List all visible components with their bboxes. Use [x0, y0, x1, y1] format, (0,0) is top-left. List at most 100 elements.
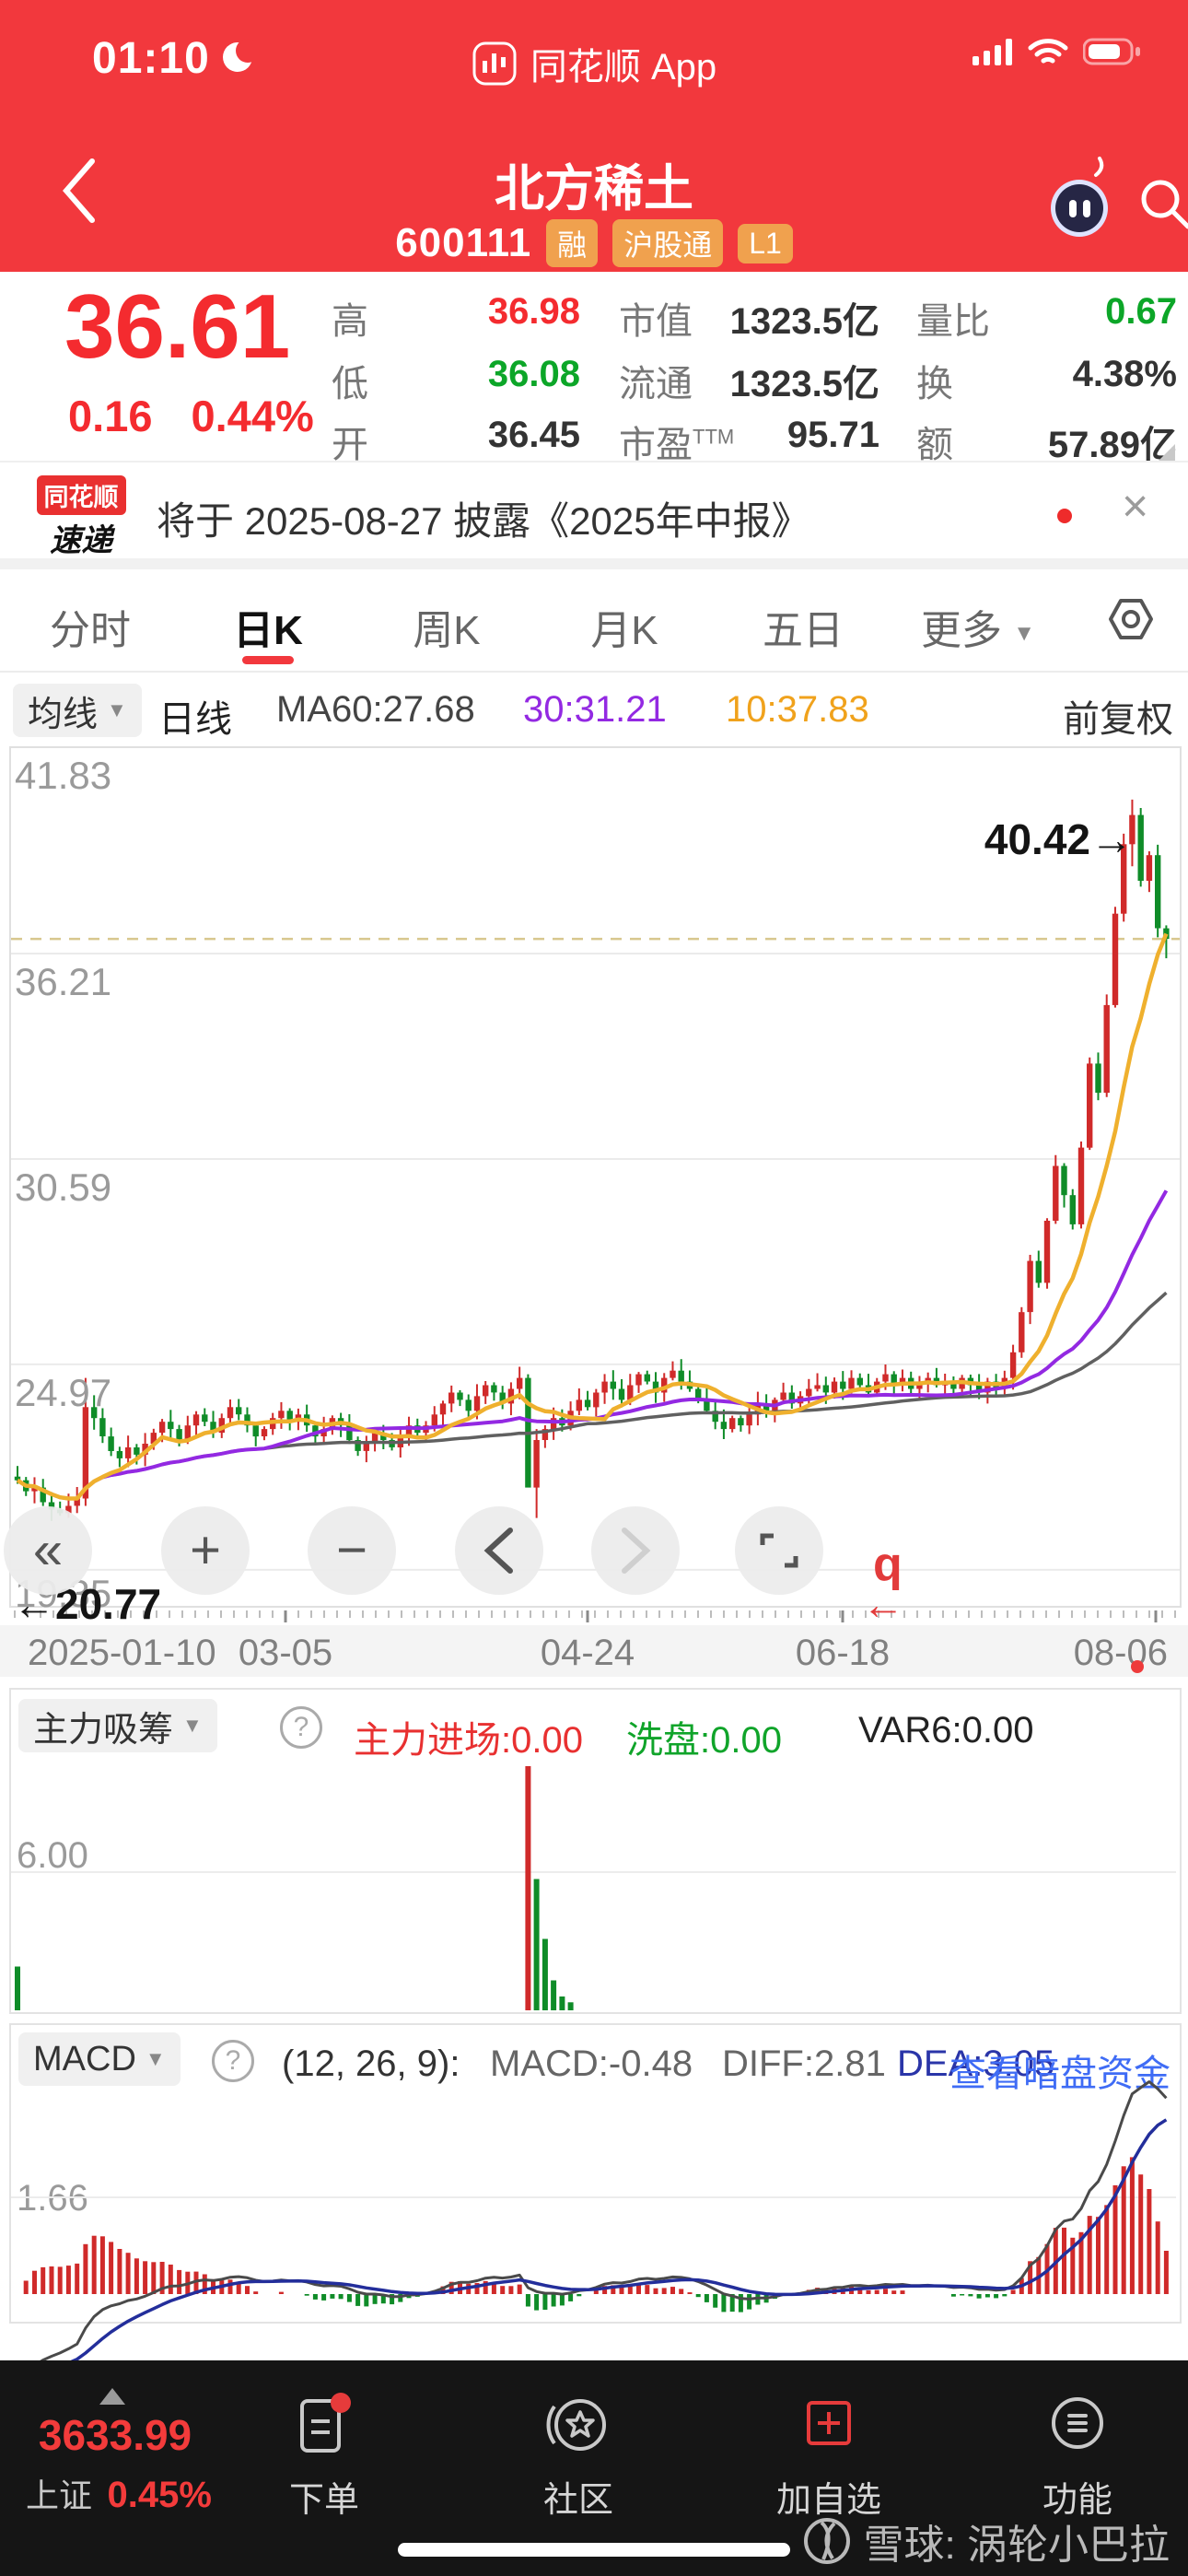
diff-line [16, 2080, 1168, 2383]
q-marker-arrow: ← [862, 1580, 904, 1628]
signal-icon [973, 39, 1012, 65]
news-text[interactable]: 将于 2025-08-27 披露《2025年中报》 [157, 499, 810, 543]
stat-value-open: 36.45 [487, 415, 580, 455]
adjust-mode-label[interactable]: 前复权 [1063, 699, 1173, 740]
news-brand-logo: 同花顺 速递 [26, 475, 136, 560]
fullscreen-icon [760, 1533, 798, 1568]
nav-community-button[interactable] [486, 2390, 670, 2468]
stat-value-high: 36.98 [487, 291, 580, 332]
stat-value-amount: 57.89亿 [1047, 425, 1177, 465]
dea-line [17, 2118, 1168, 2383]
nav-community-label: 社区 [542, 2481, 613, 2520]
x-axis-date: 2025-01-10 [28, 1633, 216, 1673]
ma30-value: 30:31.21 [523, 689, 667, 730]
pan-left-button[interactable] [455, 1506, 543, 1595]
ma60-line [17, 1291, 1168, 1501]
zoom-out-button[interactable]: − [308, 1506, 396, 1595]
pan-right-button-disabled[interactable] [591, 1506, 680, 1595]
home-indicator[interactable] [398, 2543, 790, 2557]
badge-margin: 融 [546, 219, 599, 267]
macd-value: MACD:-0.48 [490, 2043, 693, 2084]
help-icon[interactable]: ? [280, 1706, 322, 1749]
news-unread-dot [1057, 509, 1072, 523]
stat-label-float: 流通 [619, 364, 693, 404]
main-force-y-tick: 6.00 [17, 1835, 88, 1876]
tab-five-day[interactable]: 五日 [763, 608, 844, 653]
stat-value-mktcap: 1323.5亿 [729, 301, 879, 342]
xueqiu-logo-icon [803, 2518, 850, 2564]
last-price: 36.61 [64, 275, 291, 377]
stat-value-low: 36.08 [487, 354, 580, 394]
status-icons [973, 37, 1144, 66]
nav-order-button[interactable] [232, 2390, 416, 2468]
y-axis-tick: 41.83 [15, 754, 112, 797]
chevron-right-icon [622, 1528, 651, 1574]
news-brand-bottom: 速递 [50, 523, 112, 558]
active-tab-underline [242, 656, 294, 664]
assistant-robot-icon[interactable] [1039, 155, 1122, 247]
index-row[interactable]: 上证 0.45% [13, 2469, 225, 2517]
period-label: 日线 [158, 699, 232, 740]
index-value[interactable]: 3633.99 [38, 2411, 192, 2459]
stat-label-open: 开 [332, 425, 368, 465]
y-axis-tick: 30.59 [15, 1165, 112, 1209]
fullscreen-button[interactable] [735, 1506, 823, 1595]
nav-functions-label: 功能 [1042, 2481, 1112, 2520]
stat-value-volratio: 0.67 [1105, 291, 1177, 332]
chart-settings-icon[interactable] [1105, 593, 1157, 645]
main-force-selector-chip[interactable]: 主力吸筹 ▼ [18, 1699, 217, 1752]
ma10-value: 10:37.83 [726, 689, 869, 730]
status-app-chip[interactable]: 同花顺 App [0, 37, 1188, 90]
x-axis-date: 06-18 [795, 1633, 891, 1673]
divider [0, 461, 1188, 463]
help-icon[interactable]: ? [212, 2040, 254, 2082]
ma-selector-chip[interactable]: 均线 ▼ [13, 684, 142, 737]
stat-label-low: 低 [332, 364, 368, 404]
index-name: 上证 [26, 2476, 93, 2514]
macd-params: (12, 26, 9): [282, 2043, 460, 2084]
watermark: 雪球: 涡轮小巴拉 [801, 2512, 1170, 2570]
main-force-panel[interactable]: 主力吸筹 ▼ ? 主力进场:0.00 洗盘:0.00 VAR6:0.00 6.00 [9, 1688, 1182, 2014]
divider [0, 558, 1188, 569]
macd-selector-chip[interactable]: MACD ▼ [18, 2032, 181, 2086]
zoom-in-button[interactable]: + [161, 1506, 250, 1595]
notification-dot [331, 2393, 351, 2413]
badge-l1: L1 [738, 223, 793, 263]
nav-add-watchlist-button[interactable] [737, 2390, 921, 2468]
main-force-canvas [11, 1766, 1176, 2010]
candlestick-chart[interactable] [9, 746, 1182, 1608]
dea-value: DEA:3.05 [897, 2043, 1055, 2084]
news-close-icon[interactable]: × [1122, 480, 1149, 532]
tab-fenshi[interactable]: 分时 [50, 608, 131, 653]
divider [0, 671, 1188, 673]
chevron-left-icon [483, 1528, 513, 1574]
community-star-icon [546, 2399, 606, 2451]
legend-main-enter: 主力进场:0.00 [354, 1720, 583, 1761]
macd-panel[interactable]: MACD ▼ ? (12, 26, 9): MACD:-0.48 DIFF:2.8… [9, 2023, 1182, 2383]
change-percent: 0.44% [191, 392, 314, 440]
ma10-line [16, 932, 1169, 1501]
dark-pool-link[interactable]: 查看暗盘资金 [949, 2054, 1171, 2094]
nav-functions-button[interactable] [985, 2390, 1170, 2468]
battery-icon [1083, 38, 1140, 65]
back-button[interactable] [57, 155, 99, 227]
rewind-button[interactable]: « [4, 1506, 92, 1595]
q-marker[interactable]: q [873, 1538, 903, 1591]
stat-value-pe: 95.71 [786, 415, 879, 455]
tab-daily-k[interactable]: 日K [233, 608, 303, 653]
x-axis-date: 08-06 [1073, 1633, 1168, 1673]
order-doc-icon [300, 2393, 351, 2453]
tab-more[interactable]: 更多 ▼ [921, 608, 1035, 653]
latest-day-dot [1131, 1660, 1144, 1673]
add-plus-icon [807, 2401, 851, 2445]
candlestick-canvas [11, 799, 1180, 1571]
tab-monthly-k[interactable]: 月K [590, 608, 658, 653]
quote-expand-handle[interactable] [1159, 444, 1175, 461]
search-icon[interactable] [1136, 175, 1188, 234]
macd-canvas [11, 2080, 1176, 2383]
x-axis-date: 03-05 [238, 1633, 333, 1673]
tab-weekly-k[interactable]: 周K [413, 608, 481, 653]
stock-subrow: 600111 融 沪股通 L1 [0, 219, 1188, 267]
watermark-text: 雪球: 涡轮小巴拉 [863, 2523, 1170, 2568]
